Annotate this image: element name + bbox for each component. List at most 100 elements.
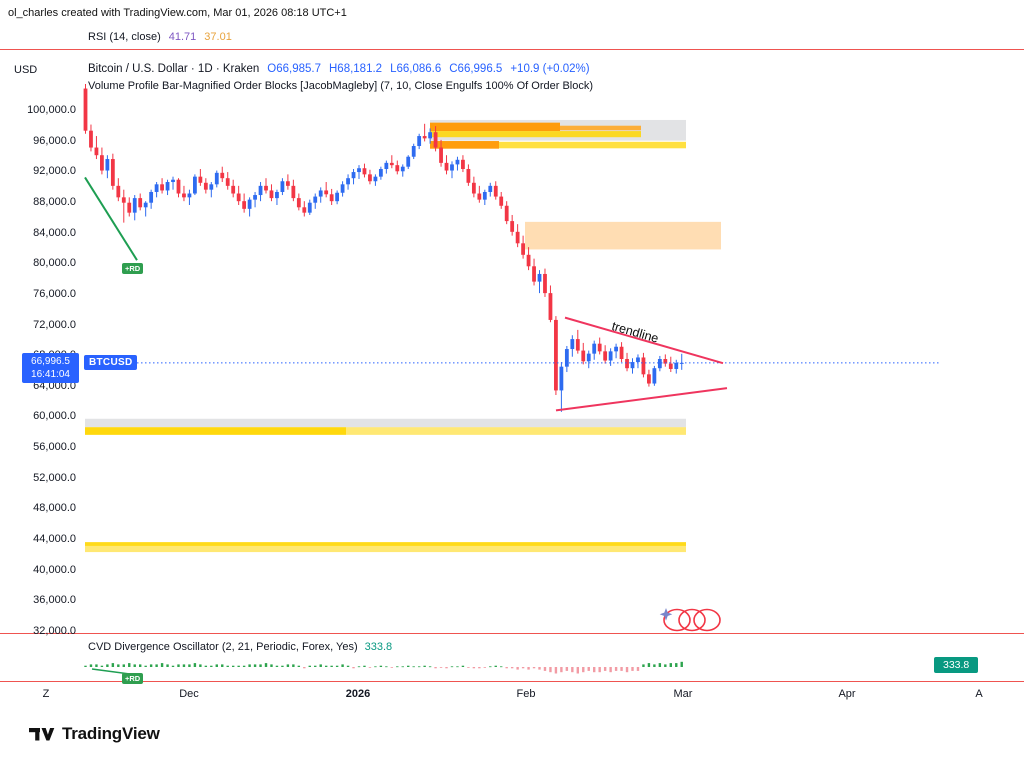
candle[interactable] bbox=[477, 193, 482, 200]
candle[interactable] bbox=[532, 266, 536, 282]
candle[interactable] bbox=[444, 162, 449, 171]
candle[interactable] bbox=[121, 197, 126, 203]
candle[interactable] bbox=[127, 202, 132, 213]
candle[interactable] bbox=[89, 130, 93, 148]
price-scale-currency[interactable]: USD bbox=[14, 64, 38, 76]
candle[interactable] bbox=[450, 164, 454, 171]
candle[interactable] bbox=[526, 254, 531, 267]
rd-plus-badge-main[interactable]: +RD bbox=[122, 263, 144, 274]
order-block-zone[interactable] bbox=[560, 125, 641, 131]
candle[interactable] bbox=[657, 359, 662, 369]
candle[interactable] bbox=[515, 231, 520, 244]
candle[interactable] bbox=[302, 207, 307, 213]
candle[interactable] bbox=[357, 168, 361, 173]
candle[interactable] bbox=[636, 357, 640, 363]
candle[interactable] bbox=[154, 184, 159, 192]
cvd-title[interactable]: CVD Divergence Oscillator (2, 21, Period… bbox=[88, 641, 358, 653]
candle[interactable] bbox=[521, 243, 525, 255]
pennant-lower-trendline[interactable] bbox=[555, 387, 728, 412]
drawing-circle[interactable] bbox=[678, 608, 706, 632]
candle[interactable] bbox=[313, 196, 318, 203]
candle[interactable] bbox=[105, 159, 110, 171]
candle[interactable] bbox=[548, 293, 553, 320]
candle[interactable] bbox=[581, 350, 586, 362]
candle[interactable] bbox=[499, 196, 504, 206]
candle[interactable] bbox=[575, 339, 580, 351]
candle[interactable] bbox=[488, 185, 493, 192]
candle[interactable] bbox=[674, 362, 679, 369]
order-block-zone[interactable] bbox=[430, 141, 499, 149]
candle[interactable] bbox=[324, 190, 329, 195]
candle[interactable] bbox=[269, 190, 274, 199]
candle[interactable] bbox=[242, 201, 247, 209]
candle[interactable] bbox=[422, 136, 427, 139]
time-axis[interactable]: Z Dec 2026 Feb Mar Apr A bbox=[0, 688, 1024, 704]
candle[interactable] bbox=[236, 193, 241, 202]
rsi-label[interactable]: RSI (14, close) bbox=[88, 31, 161, 43]
candle[interactable] bbox=[275, 191, 279, 199]
candle[interactable] bbox=[110, 159, 115, 186]
candle[interactable] bbox=[225, 178, 230, 186]
candle[interactable] bbox=[384, 162, 389, 169]
order-block-zone[interactable] bbox=[499, 141, 686, 149]
candle[interactable] bbox=[346, 178, 350, 185]
candle[interactable] bbox=[625, 359, 629, 369]
candle[interactable] bbox=[647, 374, 651, 384]
candle[interactable] bbox=[335, 192, 340, 202]
candle[interactable] bbox=[231, 185, 236, 194]
candle[interactable] bbox=[406, 156, 411, 167]
candle[interactable] bbox=[608, 351, 613, 361]
candle[interactable] bbox=[619, 346, 624, 360]
candle[interactable] bbox=[138, 198, 143, 208]
rd-plus-badge-cvd[interactable]: +RD bbox=[122, 673, 144, 684]
candle[interactable] bbox=[132, 198, 137, 213]
candle[interactable] bbox=[351, 172, 356, 179]
candle[interactable] bbox=[318, 190, 323, 197]
candle[interactable] bbox=[209, 184, 214, 190]
candle[interactable] bbox=[264, 185, 268, 191]
candle[interactable] bbox=[340, 184, 345, 193]
candle[interactable] bbox=[187, 193, 192, 198]
candle[interactable] bbox=[592, 343, 597, 354]
candle[interactable] bbox=[504, 205, 509, 222]
candle[interactable] bbox=[586, 353, 591, 362]
candle[interactable] bbox=[176, 179, 181, 194]
order-block-zone[interactable] bbox=[430, 131, 641, 138]
candle[interactable] bbox=[428, 132, 433, 139]
candle[interactable] bbox=[220, 172, 225, 179]
candle[interactable] bbox=[543, 273, 547, 294]
candle[interactable] bbox=[614, 346, 618, 352]
candle[interactable] bbox=[417, 136, 422, 147]
candle[interactable] bbox=[455, 159, 460, 165]
candle[interactable] bbox=[597, 343, 602, 352]
candle[interactable] bbox=[554, 319, 558, 391]
candle[interactable] bbox=[466, 168, 471, 183]
candle[interactable] bbox=[400, 166, 405, 172]
drawing-circle[interactable] bbox=[663, 608, 691, 632]
candle[interactable] bbox=[373, 176, 378, 182]
candle[interactable] bbox=[253, 195, 257, 200]
candle[interactable] bbox=[652, 368, 657, 384]
order-block-zone[interactable] bbox=[346, 427, 686, 435]
candle[interactable] bbox=[510, 221, 515, 232]
candle[interactable] bbox=[559, 366, 564, 391]
candle[interactable] bbox=[291, 185, 296, 199]
candle[interactable] bbox=[165, 182, 170, 191]
candle[interactable] bbox=[389, 162, 394, 166]
order-block-zone[interactable] bbox=[85, 418, 686, 428]
candle[interactable] bbox=[143, 202, 148, 208]
candle[interactable] bbox=[307, 202, 312, 213]
candle[interactable] bbox=[411, 146, 416, 157]
candle[interactable] bbox=[395, 165, 400, 172]
drawing-circle[interactable] bbox=[693, 608, 721, 632]
candle[interactable] bbox=[171, 179, 175, 183]
candle[interactable] bbox=[94, 147, 99, 156]
candle[interactable] bbox=[182, 193, 186, 198]
order-block-zone[interactable] bbox=[430, 122, 560, 132]
candle[interactable] bbox=[203, 182, 208, 190]
candle[interactable] bbox=[368, 174, 372, 182]
candle[interactable] bbox=[378, 168, 383, 177]
tradingview-logo[interactable]: TradingView bbox=[28, 724, 160, 744]
candle[interactable] bbox=[570, 339, 575, 350]
candle[interactable] bbox=[471, 182, 476, 194]
